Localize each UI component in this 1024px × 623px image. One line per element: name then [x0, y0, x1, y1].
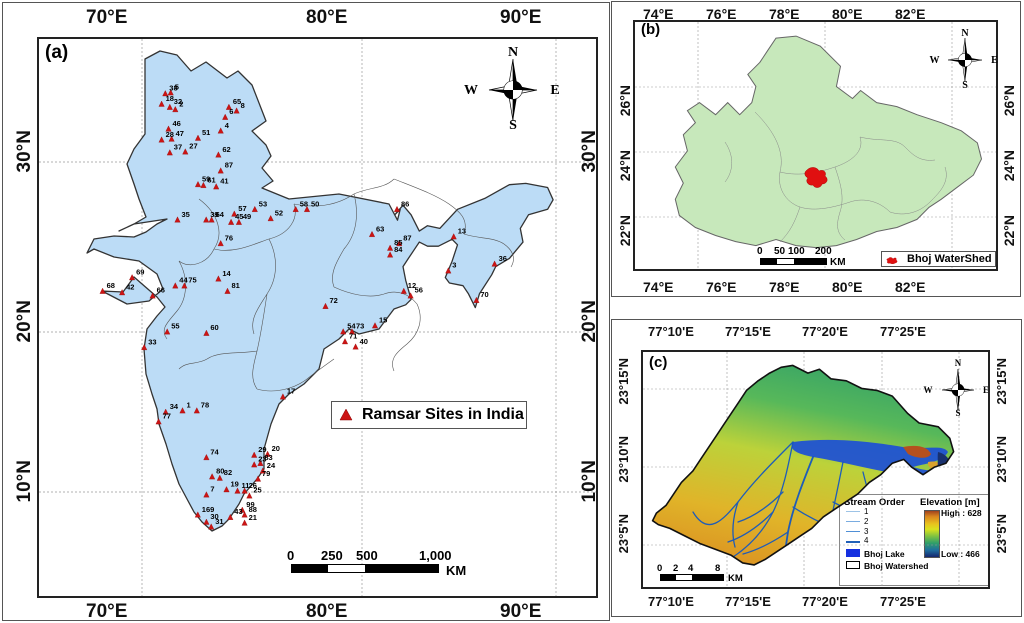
svg-text:17: 17: [287, 387, 295, 396]
svg-text:19: 19: [231, 480, 239, 489]
svg-text:70: 70: [480, 290, 488, 299]
svg-text:7: 7: [210, 485, 214, 494]
svg-text:42: 42: [126, 283, 134, 292]
svg-text:86: 86: [401, 199, 409, 208]
svg-text:68: 68: [107, 281, 115, 290]
svg-text:60: 60: [210, 323, 218, 332]
svg-text:76: 76: [225, 233, 233, 242]
svg-text:37: 37: [174, 143, 182, 152]
svg-text:58: 58: [300, 199, 308, 208]
svg-text:21: 21: [249, 513, 257, 522]
svg-text:15: 15: [379, 316, 387, 325]
svg-text:73: 73: [356, 322, 364, 331]
svg-text:63: 63: [376, 224, 384, 233]
svg-text:27: 27: [189, 142, 197, 151]
svg-text:40: 40: [360, 337, 368, 346]
svg-text:31: 31: [215, 517, 223, 526]
svg-text:25: 25: [253, 486, 261, 495]
svg-text:52: 52: [275, 208, 283, 217]
svg-text:34: 34: [170, 402, 179, 411]
svg-text:75: 75: [188, 276, 196, 285]
svg-text:1: 1: [187, 401, 191, 410]
svg-text:49: 49: [243, 212, 251, 221]
svg-text:55: 55: [171, 322, 179, 331]
svg-text:14: 14: [222, 269, 231, 278]
svg-text:5: 5: [175, 83, 179, 92]
svg-text:79: 79: [262, 469, 270, 478]
svg-text:82: 82: [224, 468, 232, 477]
svg-text:84: 84: [394, 245, 403, 254]
svg-text:56: 56: [415, 286, 423, 295]
svg-text:46: 46: [173, 119, 181, 128]
svg-text:43: 43: [234, 507, 242, 516]
svg-text:78: 78: [201, 401, 209, 410]
svg-text:13: 13: [458, 227, 466, 236]
svg-text:41: 41: [220, 177, 228, 186]
svg-text:33: 33: [148, 337, 156, 346]
svg-text:50: 50: [311, 199, 319, 208]
svg-text:6: 6: [229, 107, 233, 116]
svg-text:8: 8: [241, 101, 245, 110]
svg-text:81: 81: [232, 281, 240, 290]
svg-text:3: 3: [452, 261, 456, 270]
svg-text:61: 61: [207, 175, 215, 184]
svg-text:74: 74: [210, 447, 219, 456]
svg-text:20: 20: [272, 444, 280, 453]
svg-text:(b): (b): [641, 22, 660, 38]
svg-text:18: 18: [166, 94, 174, 103]
svg-text:2: 2: [179, 99, 183, 108]
svg-text:47: 47: [176, 129, 184, 138]
svg-text:62: 62: [222, 145, 230, 154]
svg-text:36: 36: [499, 254, 507, 263]
svg-text:51: 51: [202, 128, 210, 137]
svg-text:87: 87: [403, 233, 411, 242]
svg-text:44: 44: [179, 276, 188, 285]
svg-text:72: 72: [330, 296, 338, 305]
svg-text:71: 71: [349, 332, 357, 341]
svg-text:35: 35: [182, 210, 190, 219]
svg-text:64: 64: [216, 210, 225, 219]
svg-text:54: 54: [347, 322, 356, 331]
svg-text:53: 53: [259, 199, 267, 208]
svg-text:69: 69: [136, 268, 144, 277]
svg-text:77: 77: [163, 412, 171, 421]
svg-text:66: 66: [157, 286, 165, 295]
svg-text:87: 87: [225, 161, 233, 170]
svg-text:28: 28: [166, 130, 174, 139]
